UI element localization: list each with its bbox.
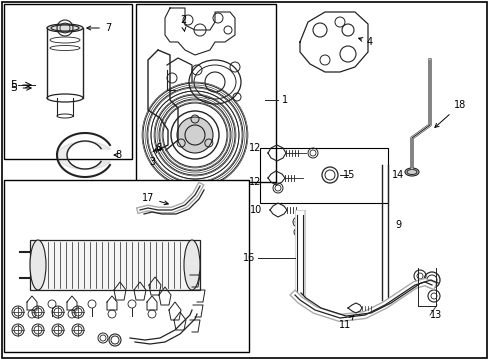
Text: 11: 11 [338, 315, 353, 330]
Text: 16: 16 [242, 253, 254, 263]
Text: 2: 2 [180, 15, 186, 31]
Bar [4, 4, 132, 159]
Text: 12: 12 [248, 143, 261, 153]
Text: 6: 6 [155, 143, 162, 153]
Ellipse shape [47, 24, 83, 32]
Ellipse shape [30, 240, 46, 290]
Text: 1: 1 [282, 95, 287, 105]
Ellipse shape [183, 240, 200, 290]
Bar [136, 4, 275, 182]
Text: 15: 15 [342, 170, 355, 180]
Text: 10: 10 [249, 205, 262, 215]
Text: 12: 12 [248, 177, 261, 187]
Bar [260, 148, 387, 203]
Text: 4: 4 [358, 37, 372, 47]
Text: 17: 17 [142, 193, 168, 205]
Text: 13: 13 [429, 310, 441, 320]
Text: 14: 14 [391, 170, 404, 180]
Text: 8: 8 [114, 150, 121, 160]
Bar [30, 240, 200, 290]
Text: 3: 3 [149, 149, 156, 167]
Text: 5: 5 [10, 83, 31, 93]
Circle shape [177, 117, 213, 153]
Bar [4, 180, 248, 352]
Text: 5: 5 [10, 80, 18, 90]
Text: 7: 7 [87, 23, 111, 33]
Ellipse shape [404, 168, 418, 176]
Text: 9: 9 [394, 220, 400, 230]
Text: 18: 18 [434, 100, 465, 127]
